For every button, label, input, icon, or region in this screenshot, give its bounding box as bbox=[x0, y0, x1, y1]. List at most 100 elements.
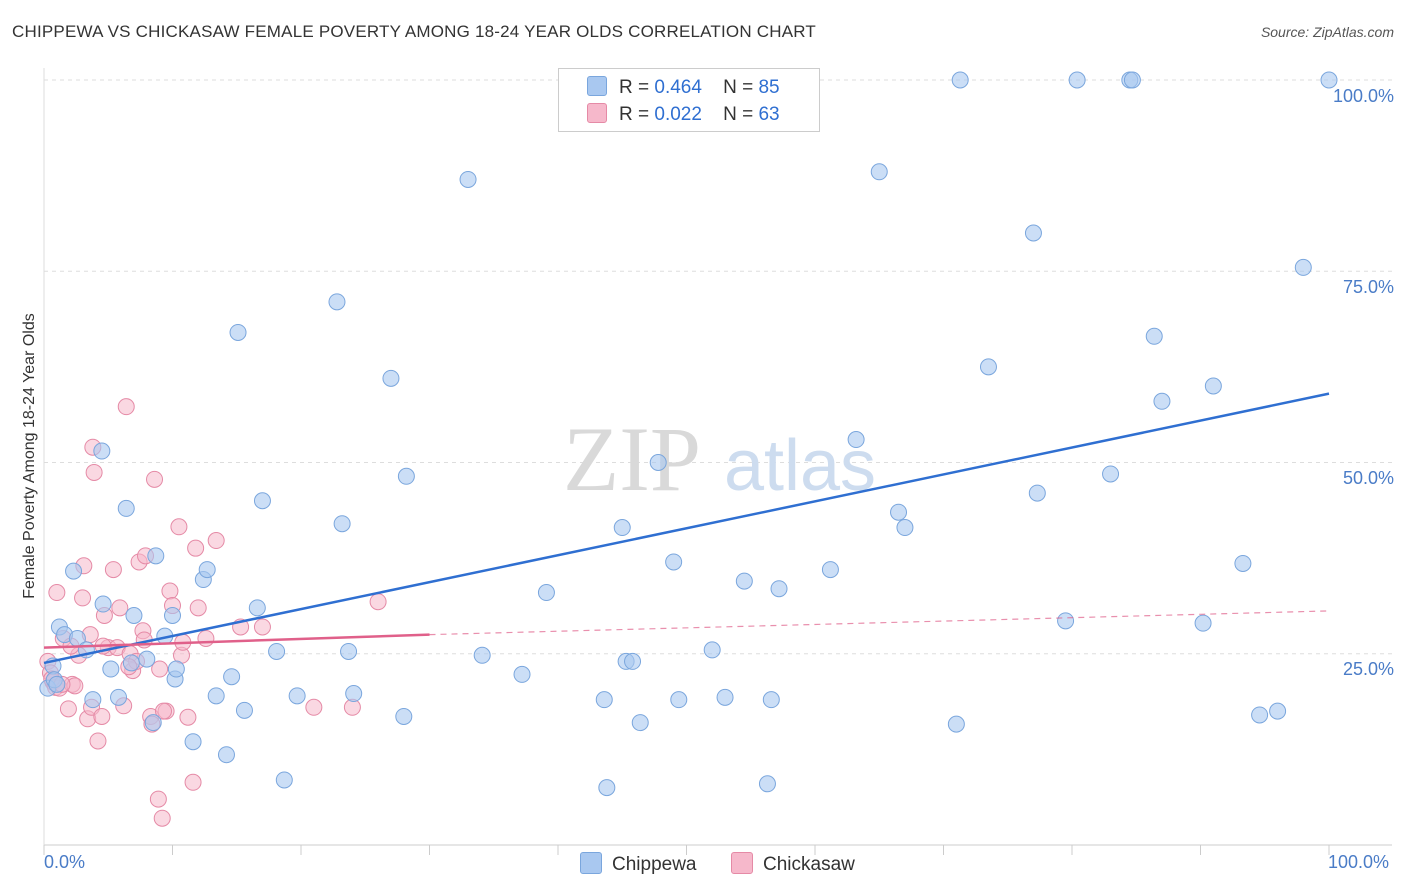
x-axis bbox=[43, 68, 1392, 855]
chippewa-point bbox=[1057, 612, 1075, 630]
y-tick-label: 50.0% bbox=[1342, 468, 1394, 488]
x-tick-label: 100.0% bbox=[1328, 852, 1390, 872]
watermark: ZIP atlas bbox=[563, 408, 876, 510]
chippewa-point bbox=[397, 467, 415, 485]
chippewa-point bbox=[125, 607, 143, 624]
chickasaw-swatch bbox=[587, 103, 607, 123]
r-label: R = bbox=[619, 104, 650, 125]
legend-row-chickasaw: R = 0.022 N = 63 bbox=[587, 103, 780, 126]
correlation-legend: R = 0.464 N = 85 R = 0.022 N = 63 bbox=[558, 68, 820, 132]
chippewa-point bbox=[870, 163, 888, 181]
chippewa-point bbox=[847, 431, 865, 449]
chippewa-point bbox=[184, 733, 202, 751]
chippewa-point bbox=[275, 771, 293, 789]
chickasaw-point bbox=[184, 773, 202, 791]
chippewa-swatch bbox=[580, 852, 602, 874]
chippewa-point bbox=[613, 519, 631, 537]
y-tick-label: 100.0% bbox=[1332, 86, 1394, 106]
chickasaw-swatch bbox=[731, 852, 753, 874]
chippewa-point bbox=[703, 641, 721, 659]
chippewa-point bbox=[333, 515, 351, 533]
legend-row-chippewa: R = 0.464 N = 85 bbox=[587, 76, 780, 99]
chippewa-point bbox=[138, 650, 156, 668]
chippewa-point bbox=[513, 665, 531, 683]
chickasaw-point bbox=[153, 809, 171, 827]
chickasaw-point bbox=[253, 618, 271, 636]
chippewa-point bbox=[217, 746, 235, 764]
chippewa-point bbox=[268, 642, 286, 660]
chart-title: CHIPPEWA VS CHICKASAW FEMALE POVERTY AMO… bbox=[12, 22, 817, 41]
chippewa-point bbox=[896, 519, 914, 537]
chippewa-trend-line bbox=[43, 392, 1330, 665]
trend-lines bbox=[43, 392, 1330, 665]
chippewa-point bbox=[1028, 484, 1046, 502]
chippewa-point bbox=[598, 779, 616, 797]
chippewa-point bbox=[235, 701, 253, 719]
chippewa-point bbox=[631, 714, 649, 732]
chippewa-point bbox=[947, 715, 965, 733]
chickasaw-point bbox=[179, 708, 197, 726]
chippewa-point bbox=[1294, 258, 1312, 276]
chippewa-point bbox=[328, 293, 346, 311]
chippewa-point bbox=[122, 654, 140, 672]
chippewa-point bbox=[382, 369, 400, 387]
chickasaw-point bbox=[111, 599, 129, 617]
chippewa-point bbox=[65, 562, 83, 580]
chippewa-point bbox=[890, 503, 908, 521]
legend-item-chippewa: Chippewa bbox=[580, 852, 697, 876]
chickasaw-trend-extension bbox=[429, 610, 1330, 636]
chippewa-swatch bbox=[587, 76, 607, 96]
legend-label-chippewa: Chippewa bbox=[612, 854, 697, 875]
chickasaw-point bbox=[161, 582, 179, 600]
chickasaw-point bbox=[369, 593, 387, 611]
y-tick-label: 25.0% bbox=[1342, 659, 1394, 679]
chippewa-point bbox=[395, 707, 413, 725]
chippewa-point bbox=[459, 170, 477, 188]
grid-lines bbox=[44, 79, 1392, 655]
chippewa-point bbox=[979, 358, 997, 376]
x-tick-label: 0.0% bbox=[44, 852, 86, 872]
chickasaw-point bbox=[207, 532, 225, 550]
chippewa-point bbox=[649, 454, 667, 471]
chippewa-point bbox=[762, 691, 780, 709]
chippewa-point bbox=[1102, 465, 1120, 483]
chippewa-point bbox=[110, 688, 128, 706]
chippewa-point bbox=[1234, 554, 1252, 572]
chippewa-point bbox=[207, 687, 225, 705]
chickasaw-point bbox=[151, 660, 169, 678]
chippewa-point bbox=[1320, 71, 1338, 89]
chippewa-point bbox=[1123, 71, 1141, 89]
chippewa-point bbox=[624, 652, 642, 670]
chickasaw-point bbox=[170, 518, 188, 536]
n-value: 63 bbox=[758, 104, 780, 125]
chippewa-point bbox=[345, 685, 363, 703]
chippewa-point bbox=[1269, 702, 1287, 720]
chippewa-point bbox=[735, 572, 753, 590]
chickasaw-point bbox=[117, 398, 135, 416]
chippewa-point bbox=[758, 775, 776, 793]
chickasaw-point bbox=[187, 539, 205, 557]
chippewa-point bbox=[1145, 327, 1163, 345]
chippewa-point bbox=[198, 561, 216, 579]
chickasaw-point bbox=[305, 698, 323, 716]
chippewa-point bbox=[253, 492, 271, 510]
chippewa-point bbox=[223, 668, 241, 686]
chippewa-point bbox=[288, 687, 306, 705]
chippewa-point bbox=[248, 599, 266, 617]
legend-label-chickasaw: Chickasaw bbox=[763, 854, 855, 875]
chippewa-point bbox=[93, 442, 111, 460]
y-tick-label: 75.0% bbox=[1342, 277, 1394, 297]
chickasaw-point bbox=[197, 629, 215, 647]
chippewa-point bbox=[1204, 377, 1222, 395]
chippewa-point bbox=[167, 660, 185, 678]
chippewa-point bbox=[94, 595, 112, 613]
r-label: R = bbox=[619, 77, 650, 98]
chippewa-point bbox=[117, 499, 135, 517]
chippewa-point bbox=[1153, 392, 1171, 410]
chickasaw-point bbox=[48, 584, 66, 602]
chickasaw-trend-line bbox=[43, 633, 430, 649]
chippewa-point bbox=[716, 688, 734, 706]
r-value: 0.022 bbox=[654, 104, 702, 125]
chippewa-point bbox=[473, 646, 491, 664]
